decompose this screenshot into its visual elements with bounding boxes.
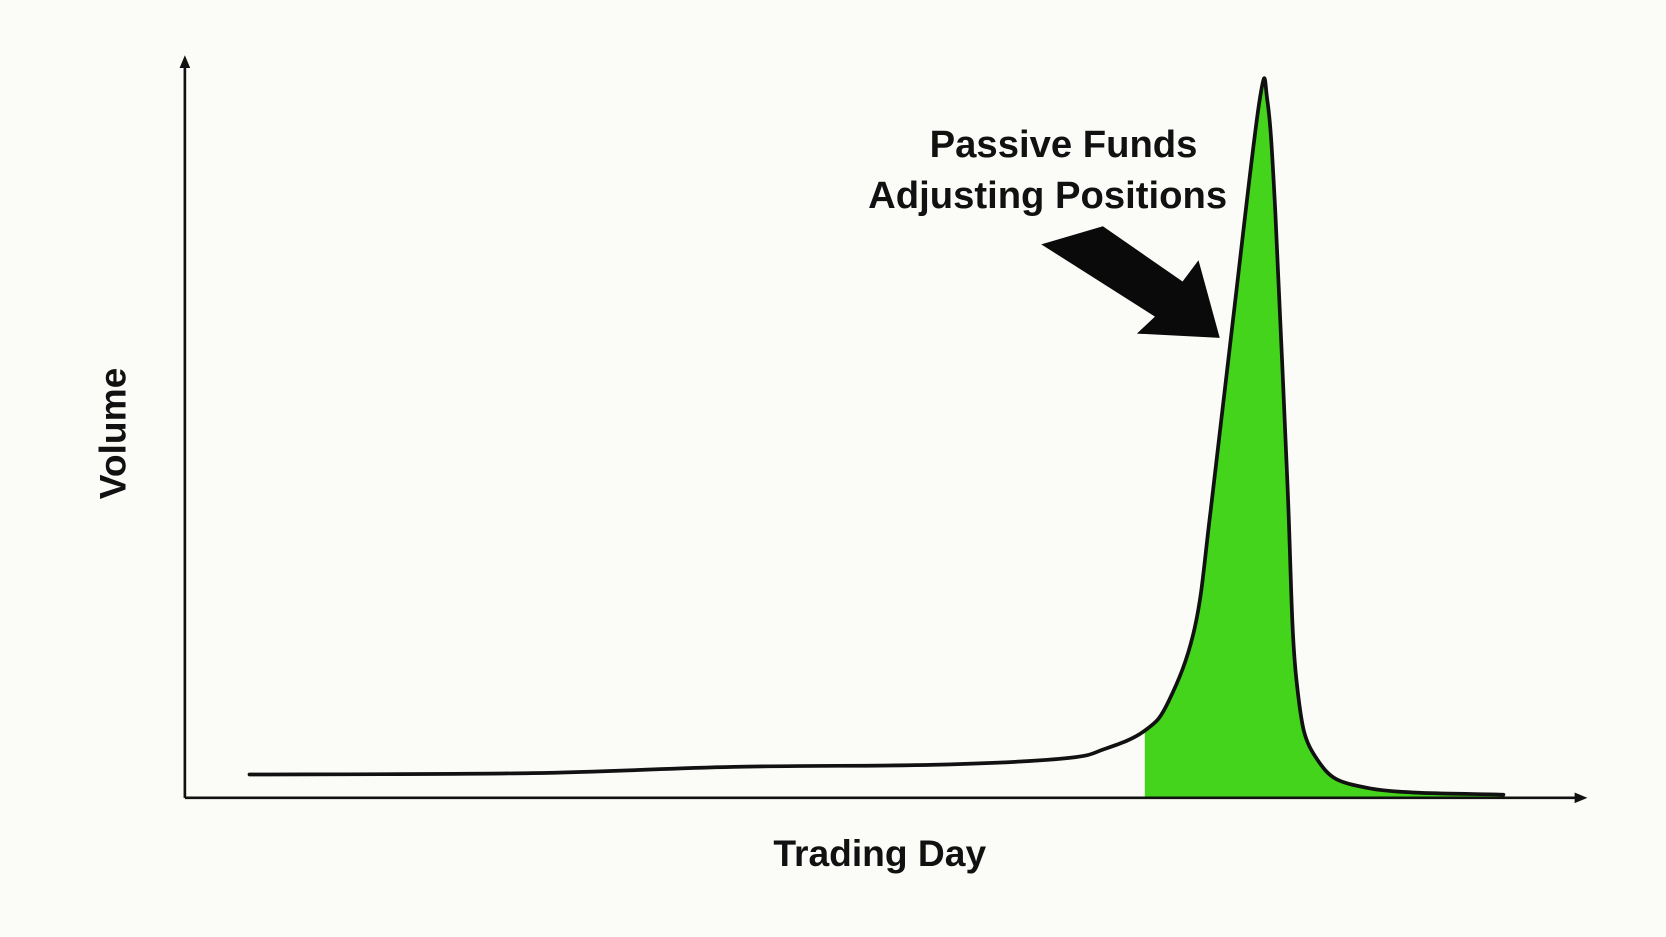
annotation-line-1: Passive Funds [930, 123, 1198, 166]
volume-line [247, 76, 1506, 797]
annotation-line-2: Adjusting Positions [868, 174, 1227, 217]
highlight-area-layer [1144, 78, 1504, 798]
x-axis-label: Trading Day [773, 832, 986, 874]
series-line-layer [247, 76, 1506, 797]
highlight-area [1144, 78, 1504, 798]
arrow-down-right-icon [1041, 226, 1220, 338]
y-axis-label: Volume [91, 368, 133, 499]
